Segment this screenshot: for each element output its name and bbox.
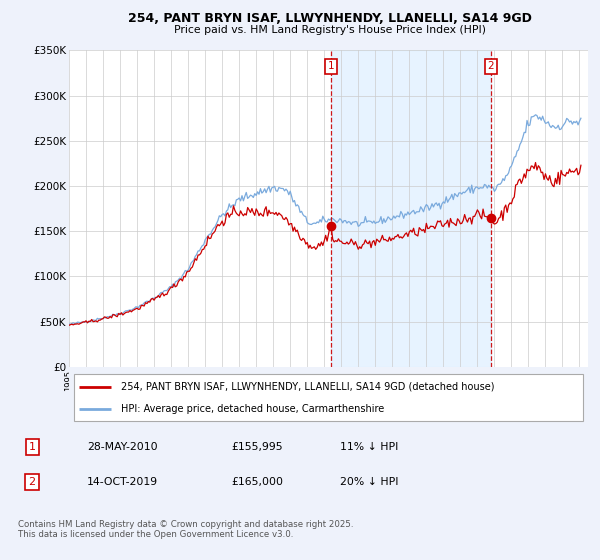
Text: Price paid vs. HM Land Registry's House Price Index (HPI): Price paid vs. HM Land Registry's House … (174, 25, 486, 35)
Text: 28-MAY-2010: 28-MAY-2010 (87, 442, 158, 452)
Text: 20% ↓ HPI: 20% ↓ HPI (340, 477, 399, 487)
Text: 11% ↓ HPI: 11% ↓ HPI (340, 442, 398, 452)
Text: 254, PANT BRYN ISAF, LLWYNHENDY, LLANELLI, SA14 9GD (detached house): 254, PANT BRYN ISAF, LLWYNHENDY, LLANELL… (121, 381, 494, 391)
Bar (331, 50, 491, 367)
FancyBboxPatch shape (74, 375, 583, 421)
Text: £155,995: £155,995 (231, 442, 283, 452)
Text: 2: 2 (29, 477, 36, 487)
Text: 2: 2 (488, 62, 494, 72)
Text: 254, PANT BRYN ISAF, LLWYNHENDY, LLANELLI, SA14 9GD: 254, PANT BRYN ISAF, LLWYNHENDY, LLANELL… (128, 12, 532, 25)
Text: 1: 1 (328, 62, 334, 72)
Text: 1: 1 (29, 442, 35, 452)
Text: £165,000: £165,000 (231, 477, 283, 487)
Text: Contains HM Land Registry data © Crown copyright and database right 2025.
This d: Contains HM Land Registry data © Crown c… (18, 520, 353, 539)
Text: 14-OCT-2019: 14-OCT-2019 (87, 477, 158, 487)
Text: HPI: Average price, detached house, Carmarthenshire: HPI: Average price, detached house, Carm… (121, 404, 384, 414)
